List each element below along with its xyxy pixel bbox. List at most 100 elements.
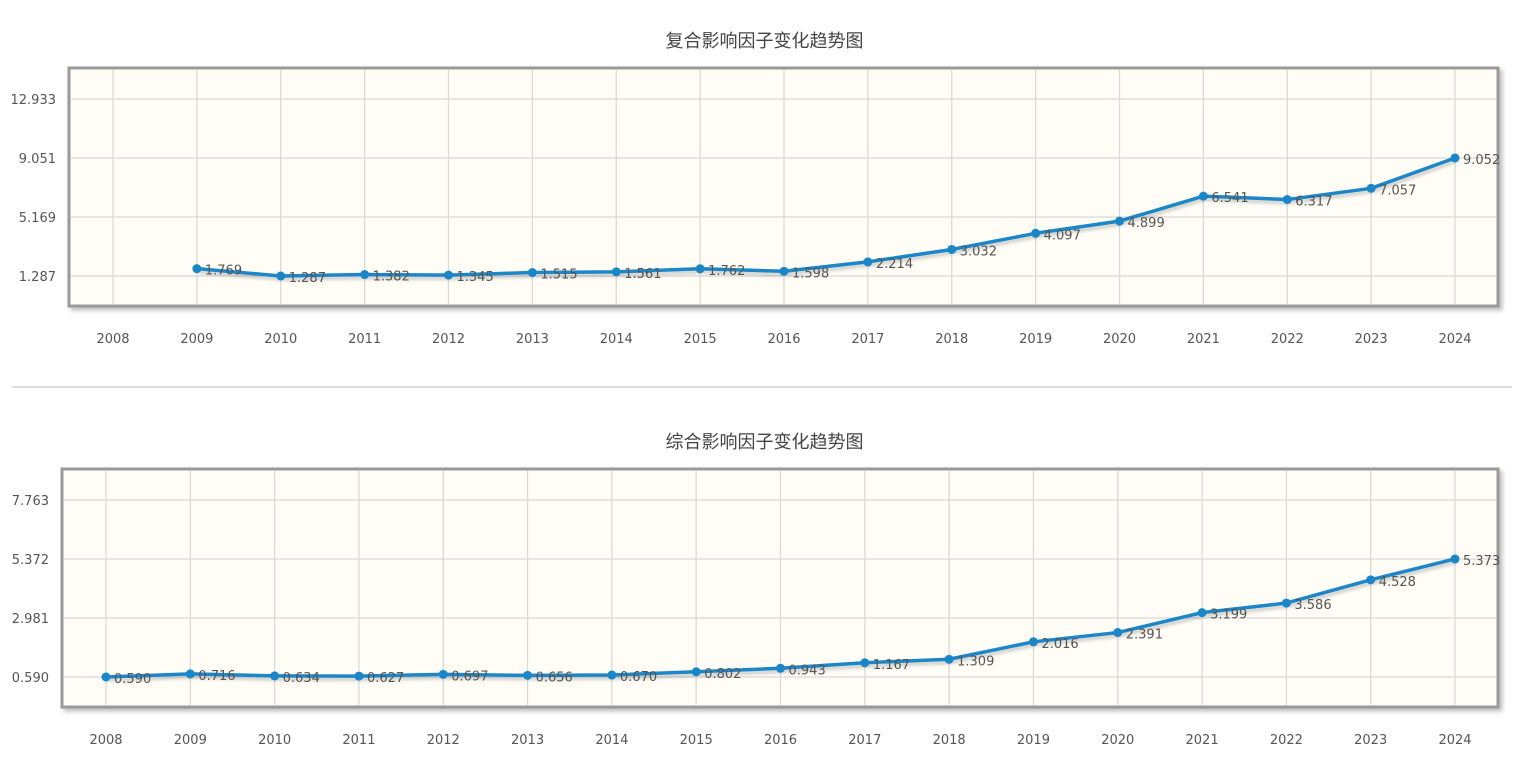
data-value-label: 1.345 [457,270,494,285]
data-point-marker[interactable] [185,669,195,679]
chart-title: 综合影响因子变化趋势图 [665,432,864,453]
data-point-marker[interactable] [1366,183,1376,193]
data-point-marker[interactable] [691,667,701,677]
data-value-label: 0.697 [451,669,488,684]
data-value-label: 1.167 [873,658,910,673]
data-point-marker[interactable] [1031,228,1041,238]
data-value-label: 0.943 [789,663,826,678]
x-axis-tick-label: 2022 [1270,733,1303,748]
y-axis-tick-label: 5.169 [19,211,56,226]
x-axis-tick-label: 2011 [342,733,375,748]
y-axis-tick-label: 2.981 [12,612,49,627]
data-line [196,156,1456,278]
data-point-marker[interactable] [607,670,617,680]
x-axis-tick-label: 2009 [180,332,213,347]
data-value-label: 2.016 [1041,637,1078,652]
x-axis-tick-label: 2021 [1187,332,1220,347]
data-point-marker[interactable] [1281,598,1291,608]
data-value-label: 5.373 [1463,554,1500,569]
data-value-label: 2.391 [1126,628,1163,643]
data-point-marker[interactable] [444,270,453,280]
data-value-label: 0.590 [114,672,151,687]
data-value-label: 9.052 [1463,153,1500,168]
data-value-label: 1.598 [792,266,829,281]
x-axis-tick-label: 2012 [432,332,465,347]
y-axis-tick-label: 9.051 [19,152,56,167]
data-value-label: 0.634 [283,671,320,686]
data-point-marker[interactable] [1450,554,1460,564]
data-point-marker[interactable] [101,672,111,682]
data-value-label: 1.309 [957,654,994,669]
data-value-label: 0.627 [367,671,404,686]
data-point-marker[interactable] [944,654,954,664]
x-axis-tick-label: 2022 [1271,332,1304,347]
data-point-marker[interactable] [527,268,537,278]
chart-divider [12,386,1512,388]
x-axis-tick-label: 2008 [89,733,122,748]
chart-plot: 0.590 2.981 5.372 7.763 2008 2009 2010 2011 2012… [12,467,1500,748]
data-value-label: 1.515 [540,268,577,283]
data-point-marker[interactable] [1028,637,1038,647]
data-value-label: 1.561 [624,267,661,282]
x-axis-tick-label: 2016 [764,733,797,748]
data-point-marker[interactable] [611,267,621,277]
data-value-label: 1.287 [289,271,326,286]
data-value-label: 0.716 [198,669,235,684]
data-point-marker[interactable] [276,271,286,281]
x-axis-tick-label: 2010 [264,332,297,347]
x-axis-tick-label: 2023 [1355,332,1388,347]
data-value-label: 0.656 [536,670,573,685]
x-axis-tick-label: 2008 [96,332,129,347]
data-point-marker[interactable] [1197,608,1207,618]
data-value-label: 4.097 [1044,228,1081,243]
data-value-label: 0.802 [704,667,741,682]
x-axis-tick-label: 2019 [1019,332,1052,347]
data-point-marker[interactable] [863,257,873,267]
y-axis-tick-label: 12.933 [11,93,57,108]
data-point-marker[interactable] [860,658,870,668]
data-point-marker[interactable] [779,266,789,276]
chart-plot: 1.287 5.169 9.051 12.933 2008 2009 2010 2011 201… [11,66,1500,347]
y-axis-tick-label: 7.763 [12,494,49,509]
data-point-marker[interactable] [947,244,957,254]
data-value-label: 0.670 [620,670,657,685]
data-point-marker[interactable] [1115,216,1124,226]
x-axis-tick-label: 2020 [1101,733,1134,748]
x-axis-tick-label: 2023 [1354,733,1387,748]
data-point-marker[interactable] [1198,191,1208,201]
data-point-marker[interactable] [523,670,533,680]
y-axis-tick-label: 0.590 [12,671,49,686]
data-point-marker[interactable] [776,663,785,673]
x-axis-tick-label: 2021 [1186,733,1219,748]
composite-impact-factor-chart: 复合影响因子变化趋势图 1.287 5.169 9.051 12.933 2008 200… [0,0,1529,380]
x-axis-tick-label: 2024 [1438,733,1471,748]
data-point-marker[interactable] [360,270,370,280]
data-value-label: 2.214 [876,257,913,272]
x-axis-tick-label: 2010 [258,733,291,748]
data-value-label: 3.032 [960,244,997,259]
x-axis-tick-label: 2019 [1017,733,1050,748]
data-point-marker[interactable] [354,671,364,681]
data-point-marker[interactable] [1450,153,1460,163]
data-point-marker[interactable] [695,264,705,274]
x-axis-tick-label: 2011 [348,332,381,347]
data-value-label: 1.762 [708,264,745,279]
data-point-marker[interactable] [1282,195,1292,205]
data-value-label: 1.382 [373,270,410,285]
data-point-marker[interactable] [192,264,202,274]
x-axis-tick-label: 2014 [595,733,628,748]
data-value-label: 4.528 [1379,575,1416,590]
x-axis-tick-label: 2020 [1103,332,1136,347]
y-axis-tick-label: 5.372 [12,553,49,568]
data-point-marker[interactable] [1366,575,1376,585]
data-point-marker[interactable] [438,669,448,679]
x-axis-tick-label: 2009 [174,733,207,748]
data-value-label: 4.899 [1128,216,1165,231]
data-point-marker[interactable] [1113,628,1123,638]
x-axis-tick-label: 2018 [935,332,968,347]
data-point-marker[interactable] [270,671,280,681]
x-axis-tick-label: 2017 [848,733,881,748]
x-axis-tick-label: 2013 [511,733,544,748]
data-value-label: 3.586 [1294,598,1331,613]
data-value-label: 3.199 [1210,608,1247,623]
